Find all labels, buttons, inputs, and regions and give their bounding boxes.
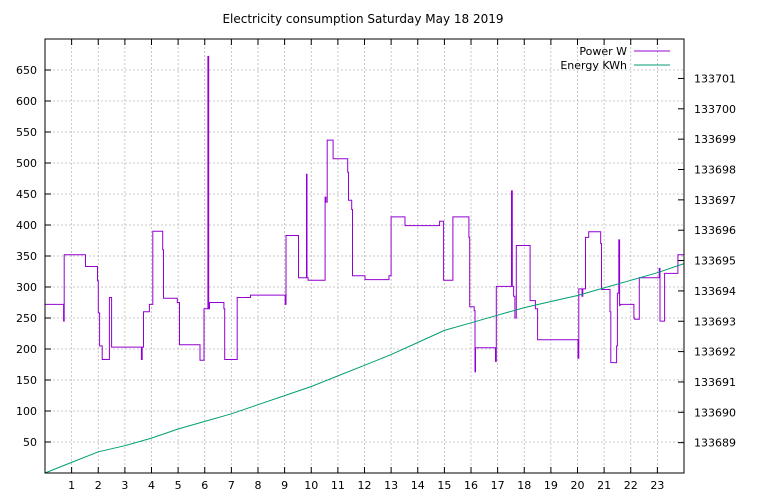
y-tick-label: 650 <box>16 64 37 77</box>
x-tick-label: 14 <box>411 479 425 492</box>
y-tick-label: 350 <box>16 250 37 263</box>
legend-label-energy-kwh: Energy KWh <box>560 59 627 72</box>
x-tick-label: 22 <box>624 479 638 492</box>
y2-tick-label: 133689 <box>694 437 736 450</box>
y2-tick-label: 133690 <box>694 406 736 419</box>
x-tick-label: 2 <box>95 479 102 492</box>
x-tick-label: 15 <box>437 479 451 492</box>
y-tick-label: 150 <box>16 374 37 387</box>
series-line-energy-kwh <box>44 263 685 474</box>
y-tick-label: 50 <box>23 436 37 449</box>
x-tick-label: 18 <box>517 479 531 492</box>
y2-tick-label: 133700 <box>694 103 736 116</box>
x-tick-label: 12 <box>358 479 372 492</box>
y2-tick-label: 133699 <box>694 133 736 146</box>
y2-tick-label: 133695 <box>694 255 736 268</box>
series-layer <box>44 55 685 474</box>
x-tick-label: 7 <box>228 479 235 492</box>
x-tick-label: 1 <box>68 479 75 492</box>
y2-tick-label: 133692 <box>694 346 736 359</box>
series-line-power-w <box>45 55 684 373</box>
x-tick-label: 9 <box>281 479 288 492</box>
y-tick-label: 250 <box>16 312 37 325</box>
x-tick-label: 10 <box>304 479 318 492</box>
y-tick-label: 450 <box>16 188 37 201</box>
y-tick-label: 550 <box>16 126 37 139</box>
x-tick-label: 16 <box>464 479 478 492</box>
axis-ticks: 1 2 3 4 5 6 7 8 9 10 11 12 13 14 15 16 17 18 19 20 21 22 23501… <box>16 39 736 492</box>
y2-tick-label: 133698 <box>694 164 736 177</box>
y2-tick-label: 133697 <box>694 194 736 207</box>
y2-tick-label: 133693 <box>694 315 736 328</box>
grid-lines <box>45 39 684 473</box>
x-tick-label: 19 <box>544 479 558 492</box>
x-tick-label: 23 <box>650 479 664 492</box>
y-tick-label: 500 <box>16 157 37 170</box>
x-tick-label: 5 <box>175 479 182 492</box>
y-tick-label: 400 <box>16 219 37 232</box>
x-tick-label: 13 <box>384 479 398 492</box>
y-tick-label: 300 <box>16 281 37 294</box>
y2-tick-label: 133694 <box>694 285 736 298</box>
x-tick-label: 17 <box>491 479 505 492</box>
x-tick-label: 11 <box>331 479 345 492</box>
x-tick-label: 8 <box>255 479 262 492</box>
chart-title: Electricity consumption Saturday May 18 … <box>222 12 503 26</box>
y2-tick-label: 133691 <box>694 376 736 389</box>
legend-label-power-w: Power W <box>579 45 627 58</box>
y2-tick-label: 133696 <box>694 224 736 237</box>
x-tick-label: 21 <box>597 479 611 492</box>
x-tick-label: 20 <box>571 479 585 492</box>
x-tick-label: 3 <box>121 479 128 492</box>
y2-tick-label: 133701 <box>694 72 736 85</box>
y-tick-label: 100 <box>16 405 37 418</box>
y-tick-label: 600 <box>16 95 37 108</box>
x-tick-label: 6 <box>201 479 208 492</box>
x-tick-label: 4 <box>148 479 155 492</box>
y-tick-label: 200 <box>16 343 37 356</box>
